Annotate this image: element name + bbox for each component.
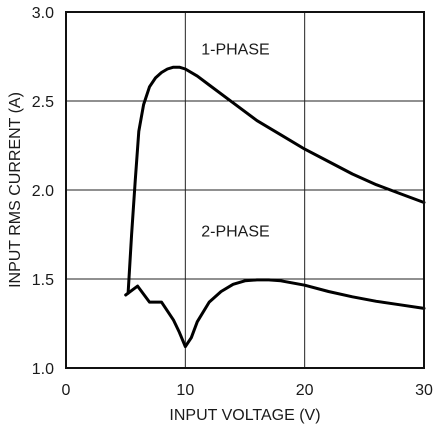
x-axis-title: INPUT VOLTAGE (V) xyxy=(169,407,320,424)
y-tick-label: 1.0 xyxy=(32,361,54,378)
series-layer xyxy=(124,65,426,349)
series-line-2-phase xyxy=(124,278,426,349)
x-axis-ticks: 0 10 20 30 xyxy=(62,382,433,399)
y-tick-label: 2.0 xyxy=(32,183,54,200)
annotation-2-phase: 2-PHASE xyxy=(201,223,269,240)
y-axis-ticks: 1.0 1.5 2.0 2.5 3.0 xyxy=(32,5,54,378)
y-axis-title: INPUT RMS CURRENT (A) xyxy=(7,92,24,288)
y-tick-label: 1.5 xyxy=(32,272,54,289)
x-tick-label: 10 xyxy=(176,382,194,399)
grid xyxy=(66,12,424,368)
x-tick-label: 30 xyxy=(415,382,433,399)
x-tick-label: 20 xyxy=(296,382,314,399)
annotation-1-phase: 1-PHASE xyxy=(201,42,269,59)
series-line-1-phase xyxy=(126,65,426,295)
plot-frame xyxy=(65,11,425,369)
x-tick-label: 0 xyxy=(62,382,71,399)
y-tick-label: 3.0 xyxy=(32,5,54,22)
y-tick-label: 2.5 xyxy=(32,94,54,111)
